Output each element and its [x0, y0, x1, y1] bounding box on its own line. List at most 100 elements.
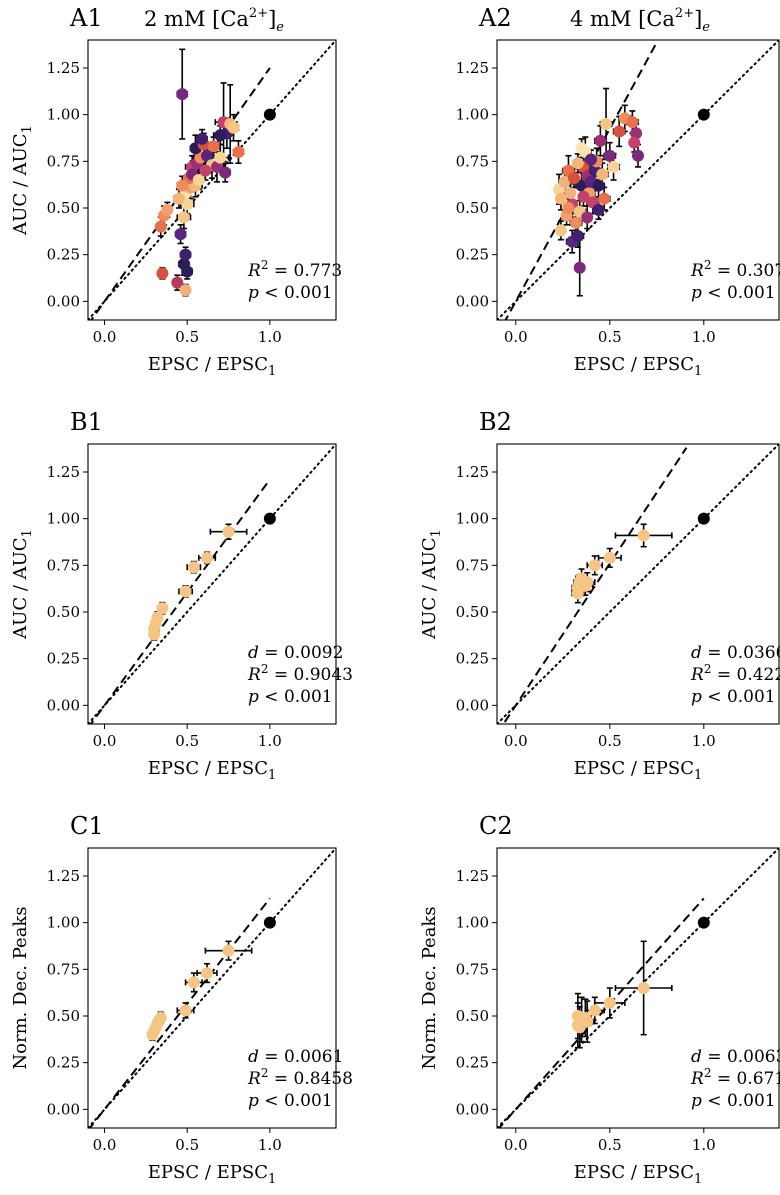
y-axis-label: AUC / AUC1: [10, 529, 35, 640]
identity-line: [88, 848, 336, 1128]
x-tick-label: 0.5: [175, 732, 199, 750]
axes-frame: [496, 443, 780, 725]
data-point: [232, 146, 245, 158]
identity-line: [497, 40, 779, 320]
data-point: [588, 559, 601, 572]
fit-line: [502, 447, 688, 724]
y-tick-label: 1.25: [47, 463, 80, 481]
y-axis-label: Norm. Dec. Peaks: [419, 906, 440, 1069]
data-point: [598, 192, 611, 205]
y-tick-label: 1.00: [456, 106, 489, 124]
stat-line: R2 = 0.8458: [247, 1066, 353, 1089]
y-tick-label: 0.50: [47, 1007, 80, 1025]
data-point: [592, 179, 605, 192]
y-tick-label: 0.75: [456, 960, 489, 978]
x-tick-label: 1.0: [258, 1136, 282, 1154]
y-tick-label: 0.25: [47, 1054, 80, 1072]
data-point: [222, 944, 235, 957]
y-tick-label: 0.25: [47, 650, 80, 668]
x-axis-label: EPSC / EPSC1: [574, 354, 703, 379]
data-point: [156, 602, 169, 615]
x-tick-label: 0.5: [598, 328, 622, 346]
identity-line: [88, 40, 336, 320]
fit-line: [504, 43, 657, 320]
data-point: [603, 149, 616, 162]
axes-frame: [87, 39, 337, 321]
data-point: [156, 267, 169, 280]
data-point: [174, 228, 187, 241]
stat-line: p < 0.001: [691, 1091, 776, 1111]
y-tick-label: 1.00: [456, 510, 489, 528]
data-point: [558, 175, 571, 188]
panel-label: C2: [479, 812, 513, 840]
y-tick-label: 0.25: [456, 246, 489, 264]
x-tick-label: 0.0: [93, 328, 117, 346]
data-point: [575, 142, 588, 155]
y-tick-label: 0.25: [47, 246, 80, 264]
data-point: [201, 551, 214, 564]
data-point: [171, 276, 184, 289]
data-point: [179, 1004, 192, 1017]
stat-line: p < 0.001: [248, 687, 333, 707]
axes-frame: [87, 443, 337, 725]
data-point: [214, 151, 227, 164]
plot-area: [497, 444, 779, 724]
data-point: [607, 160, 620, 173]
x-tick-label: 0.5: [175, 1136, 199, 1154]
data-point: [613, 125, 626, 138]
data-point: [594, 134, 607, 147]
data-point: [207, 140, 220, 153]
y-tick-label: 0.50: [456, 603, 489, 621]
axes-frame: [496, 847, 780, 1129]
data-point: [588, 1004, 601, 1017]
y-tick-label: 0.00: [47, 1100, 80, 1118]
identity-line: [497, 444, 779, 724]
data-point: [637, 529, 650, 542]
y-tick-label: 1.25: [47, 867, 80, 885]
data-point: [179, 248, 192, 261]
data-point: [581, 576, 594, 589]
data-point: [568, 172, 581, 185]
fit-line: [88, 897, 271, 1128]
x-tick-label: 0.0: [504, 328, 528, 346]
y-tick-label: 1.00: [456, 914, 489, 932]
reference-point: [263, 108, 276, 121]
data-point: [227, 121, 240, 134]
data-point: [581, 211, 594, 224]
data-point: [571, 157, 584, 170]
stat-line: d = 0.0092: [248, 643, 343, 663]
reference-point: [697, 916, 710, 929]
data-point: [554, 192, 567, 205]
data-point: [600, 118, 613, 130]
panel-label: A1: [69, 4, 103, 32]
data-point: [592, 203, 605, 216]
plot-area: [88, 848, 336, 1128]
axes-frame: [87, 847, 337, 1129]
data-point: [196, 132, 209, 145]
x-tick-label: 1.0: [692, 1136, 716, 1154]
stat-line: d = 0.0366: [691, 643, 780, 663]
data-point: [181, 265, 194, 278]
y-tick-label: 1.25: [456, 463, 489, 481]
y-axis-label: AUC / AUC1: [10, 125, 35, 236]
x-axis-label: EPSC / EPSC1: [148, 1162, 277, 1187]
stat-line: R2 = 0.9043: [247, 662, 353, 685]
condition-title: 4 mM [Ca2+]e: [570, 6, 710, 35]
data-point: [603, 551, 616, 564]
data-point: [176, 179, 189, 192]
x-axis-label: EPSC / EPSC1: [148, 758, 277, 783]
data-point: [219, 166, 232, 179]
data-point: [154, 220, 167, 233]
data-point: [596, 168, 609, 181]
stat-line: R2 = 0.3076: [690, 258, 780, 281]
data-point: [575, 179, 588, 192]
y-tick-label: 0.75: [456, 152, 489, 170]
reference-point: [263, 916, 276, 929]
stat-line: p < 0.001: [691, 687, 776, 707]
plot-area: [497, 40, 779, 320]
data-point: [161, 203, 174, 216]
data-point: [581, 1015, 594, 1028]
stat-line: p < 0.001: [248, 1091, 333, 1111]
stat-line: p < 0.001: [691, 283, 776, 303]
plot-area: [88, 40, 336, 320]
